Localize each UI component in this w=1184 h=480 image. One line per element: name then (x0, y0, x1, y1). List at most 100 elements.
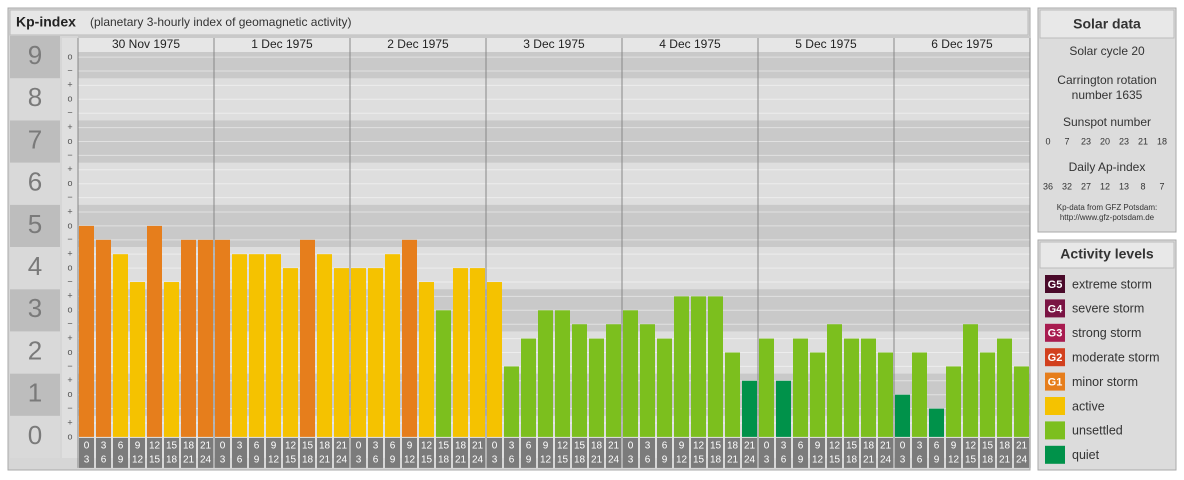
sub-column (62, 38, 78, 458)
title-bar (9, 9, 1029, 36)
level-swatch (1045, 421, 1065, 440)
x-tick-label: 15 (149, 455, 161, 466)
solar-title: Solar data (1073, 16, 1141, 32)
level-label-band (10, 36, 60, 79)
bar (980, 352, 995, 437)
x-tick-label: 6 (237, 455, 243, 466)
bar (147, 225, 162, 437)
x-tick-label: 9 (934, 455, 940, 466)
x-tick-label: 18 (846, 455, 858, 466)
bar (504, 366, 519, 437)
x-tick-label: 24 (336, 455, 348, 466)
x-tick-label: 15 (557, 455, 569, 466)
x-tick-label: 21 (472, 441, 484, 452)
bar (402, 239, 417, 437)
x-tick-label: 3 (220, 455, 226, 466)
x-tick-box (606, 437, 621, 468)
bar (589, 338, 604, 437)
x-tick-label: 12 (965, 441, 977, 452)
x-tick-box (368, 437, 383, 468)
x-tick-label: 15 (285, 455, 297, 466)
x-tick-label: 3 (356, 455, 362, 466)
level-swatch (1045, 299, 1065, 318)
bar (555, 310, 570, 437)
x-tick-label: 3 (781, 441, 787, 452)
x-tick-box (487, 437, 502, 468)
ap-value: 13 (1119, 181, 1129, 191)
x-tick-label: 21 (999, 455, 1011, 466)
x-tick-box (198, 437, 213, 468)
ap-label: Daily Ap-index (1069, 160, 1146, 174)
bar (419, 282, 434, 437)
x-tick-box (504, 437, 519, 468)
x-tick-label: 6 (254, 441, 260, 452)
ap-value: 8 (1140, 181, 1145, 191)
bar (725, 352, 740, 437)
sunspot-value: 18 (1157, 136, 1167, 146)
minor-tick-label: o (67, 347, 72, 357)
x-tick-label: 18 (982, 455, 994, 466)
ap-value: 32 (1062, 181, 1072, 191)
bar (300, 239, 315, 437)
sunspot-value: 23 (1119, 136, 1129, 146)
bar (572, 324, 587, 437)
bar (1014, 366, 1029, 437)
x-tick-label: 18 (302, 455, 314, 466)
bar (130, 282, 145, 437)
x-tick-label: 15 (710, 441, 722, 452)
x-tick-label: 21 (880, 441, 892, 452)
x-tick-label: 21 (744, 441, 756, 452)
x-tick-label: 0 (900, 441, 906, 452)
x-tick-label: 15 (846, 441, 858, 452)
x-tick-label: 12 (540, 455, 552, 466)
minor-tick-label: + (67, 249, 72, 259)
ap-value: 36 (1043, 181, 1053, 191)
minor-tick-label: o (67, 178, 72, 188)
bar (674, 296, 689, 437)
bar (436, 310, 451, 437)
minor-tick-label: − (67, 276, 72, 286)
bar (334, 268, 349, 437)
x-tick-box (827, 437, 842, 468)
x-tick-label: 6 (101, 455, 107, 466)
day-label: 4 Dec 1975 (659, 37, 721, 51)
y-tick-label: 4 (28, 251, 42, 281)
x-tick-label: 12 (829, 441, 841, 452)
level-label: extreme storm (1072, 277, 1152, 291)
x-tick-box (521, 437, 536, 468)
minor-tick-label: + (67, 333, 72, 343)
bar (827, 324, 842, 437)
x-tick-box (980, 437, 995, 468)
bar (997, 338, 1012, 437)
x-tick-label: 15 (982, 441, 994, 452)
day-label: 6 Dec 1975 (931, 37, 993, 51)
level-label-band (10, 331, 60, 374)
level-label: severe storm (1072, 302, 1144, 316)
minor-tick-label: + (67, 206, 72, 216)
x-tick-label: 21 (608, 441, 620, 452)
minor-tick-label: − (67, 361, 72, 371)
minor-tick-label: − (67, 65, 72, 75)
level-label-band (10, 78, 60, 121)
bar (538, 310, 553, 437)
x-tick-box (215, 437, 230, 468)
x-tick-box (929, 437, 944, 468)
x-tick-box (997, 437, 1012, 468)
x-tick-box (725, 437, 740, 468)
x-tick-label: 6 (390, 441, 396, 452)
sunspot-value: 7 (1064, 136, 1069, 146)
x-tick-label: 3 (628, 455, 634, 466)
x-tick-label: 3 (373, 441, 379, 452)
bar (963, 324, 978, 437)
minor-tick-label: + (67, 417, 72, 427)
solar-panel (1037, 7, 1177, 233)
day-label: 5 Dec 1975 (795, 37, 857, 51)
x-tick-box (742, 437, 757, 468)
y-tick-label: 8 (28, 82, 42, 112)
day-label: 2 Dec 1975 (387, 37, 449, 51)
bar (606, 324, 621, 437)
x-tick-box (538, 437, 553, 468)
x-tick-box (147, 437, 162, 468)
minor-tick-label: o (67, 51, 72, 61)
minor-tick-label: o (67, 389, 72, 399)
